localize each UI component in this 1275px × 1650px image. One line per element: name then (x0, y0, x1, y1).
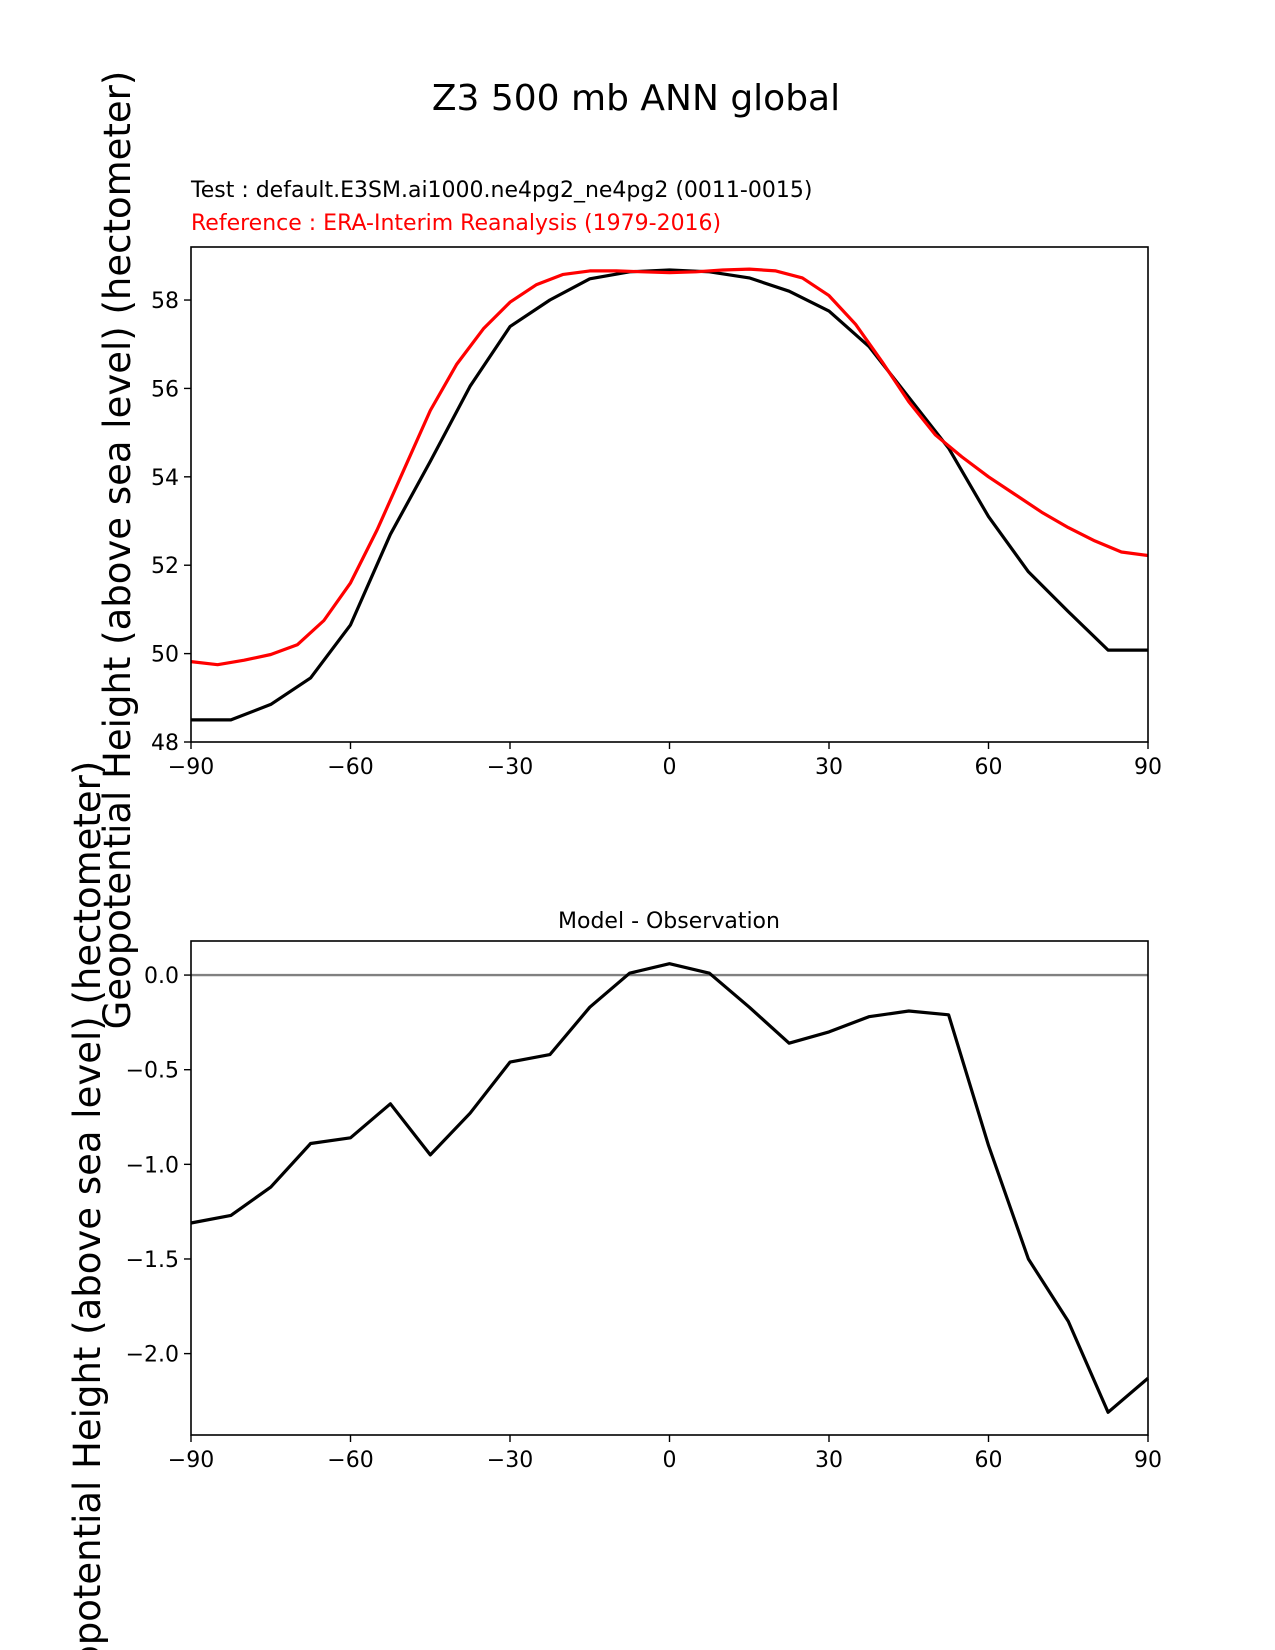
series-line-0 (190, 962, 1150, 1414)
top-x-ticks: −90 −60 −30 0 30 60 90 (168, 742, 1162, 780)
difference-title: Model - Observation (558, 909, 780, 934)
bottom-series-lines (190, 962, 1150, 1414)
y-tick-label: 54 (151, 466, 179, 491)
series-line-0 (191, 268, 1148, 722)
y-tick-label: −2.0 (126, 1343, 179, 1368)
y-tick-label: 52 (151, 554, 179, 579)
x-tick-label: 90 (1134, 755, 1162, 780)
y-tick-label: 50 (151, 643, 179, 668)
reference-label: Reference : ERA-Interim Reanalysis (1979… (191, 211, 721, 236)
bottom-x-ticks: −90 −60 −30 0 30 60 90 (168, 1435, 1162, 1473)
x-tick-label: −30 (487, 1448, 533, 1473)
y-tick-label: −1.5 (126, 1248, 179, 1273)
y-tick-label: 58 (151, 289, 179, 314)
x-tick-label: 60 (975, 1448, 1003, 1473)
series-line-1 (190, 267, 1149, 667)
y-tick-label: −0.5 (126, 1059, 179, 1084)
x-tick-label: −90 (168, 755, 214, 780)
top-y-axis-label: Geopotential Height (above sea level) (h… (96, 71, 139, 1030)
x-tick-label: 30 (815, 755, 843, 780)
y-tick-label: 0.0 (144, 964, 179, 989)
x-tick-label: 60 (975, 755, 1003, 780)
x-tick-label: 90 (1134, 1448, 1162, 1473)
x-tick-label: −60 (327, 755, 373, 780)
x-tick-label: −60 (327, 1448, 373, 1473)
y-tick-label: 48 (151, 731, 179, 756)
top-y-ticks: 48 50 52 54 56 58 (151, 289, 191, 756)
bottom-axes: −90 −60 −30 0 30 60 90 0.0 −0.5 −1.0 −1.5 −2.0 (126, 940, 1162, 1473)
x-tick-label: −30 (487, 755, 533, 780)
x-tick-label: 30 (815, 1448, 843, 1473)
top-axes-frame (190, 246, 1149, 743)
test-label: Test : default.E3SM.ai1000.ne4pg2_ne4pg2… (190, 178, 812, 203)
top-axes: −90 −60 −30 0 30 60 90 48 50 52 54 56 58 (151, 246, 1162, 780)
figure-title: Z3 500 mb ANN global (432, 78, 840, 119)
bottom-axes-frame (190, 940, 1149, 1436)
top-series-lines (190, 267, 1149, 722)
x-tick-label: −90 (168, 1448, 214, 1473)
y-tick-label: 56 (151, 377, 179, 402)
x-tick-label: 0 (663, 755, 677, 780)
bottom-y-ticks: 0.0 −0.5 −1.0 −1.5 −2.0 (126, 964, 191, 1368)
bottom-y-axis-label: Geopotential Height (above sea level) (h… (66, 761, 109, 1650)
x-tick-label: 0 (663, 1448, 677, 1473)
y-tick-label: −1.0 (126, 1153, 179, 1178)
